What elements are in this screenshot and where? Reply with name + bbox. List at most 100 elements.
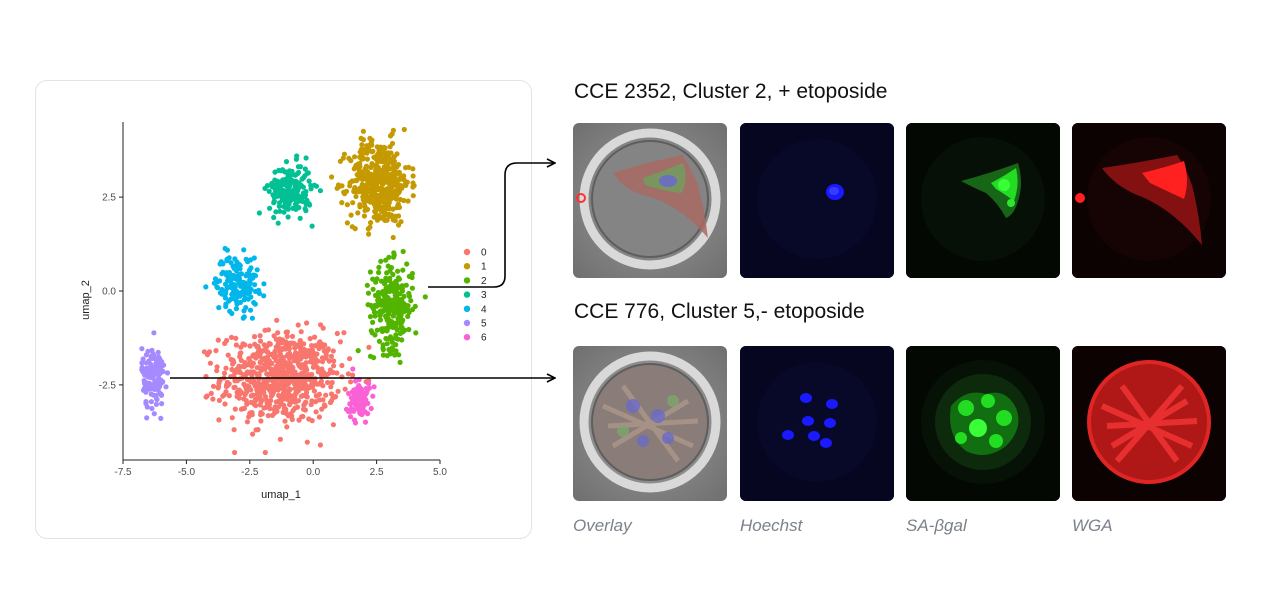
scatter-point-cluster-0 (239, 406, 245, 412)
scatter-point-cluster-0 (295, 372, 301, 378)
scatter-point-cluster-5 (145, 348, 151, 354)
scatter-point-cluster-1 (369, 180, 375, 186)
legend-key-3 (463, 291, 471, 298)
scatter-point-cluster-4 (252, 301, 258, 307)
scatter-point-cluster-6 (348, 395, 354, 401)
scatter-point-cluster-1 (371, 174, 377, 180)
scatter-point-cluster-3 (256, 210, 262, 216)
scatter-point-cluster-4 (234, 294, 240, 300)
scatter-point-cluster-1 (390, 206, 396, 212)
panel-title-bottom: CCE 776, Cluster 5,- etoposide (574, 300, 865, 323)
scatter-point-cluster-2 (372, 310, 378, 316)
scatter-point-cluster-3 (309, 223, 315, 229)
y-tick-label: -2.5 (99, 380, 117, 391)
scatter-point-cluster-0 (333, 394, 339, 400)
scatter-point-cluster-0 (257, 353, 263, 359)
scatter-point-cluster-1 (376, 145, 382, 151)
sa-bgal-image (906, 123, 1060, 278)
scatter-point-cluster-1 (385, 190, 391, 196)
scatter-point-cluster-0 (298, 393, 304, 399)
scatter-point-cluster-1 (377, 199, 383, 205)
scatter-point-cluster-5 (151, 353, 157, 359)
scatter-point-cluster-2 (384, 341, 390, 347)
channel-label-sa-bgal: SA-βgal (906, 516, 967, 535)
scatter-point-cluster-1 (391, 158, 397, 164)
scatter-point-cluster-0 (220, 393, 226, 399)
scatter-point-cluster-0 (268, 398, 274, 404)
scatter-point-cluster-0 (339, 374, 345, 380)
scatter-point-cluster-6 (357, 404, 363, 410)
x-tick-label: 5.0 (433, 467, 447, 478)
scatter-point-cluster-0 (329, 391, 335, 397)
scatter-point-cluster-5 (141, 378, 147, 384)
scatter-point-cluster-1 (369, 185, 375, 191)
y-tick-label: 2.5 (102, 193, 116, 204)
scatter-point-cluster-0 (252, 383, 258, 389)
scatter-point-cluster-2 (381, 292, 387, 298)
scatter-point-cluster-5 (151, 411, 157, 417)
scatter-point-cluster-0 (256, 385, 262, 391)
scatter-point-cluster-0 (315, 381, 322, 387)
scatter-point-cluster-6 (359, 389, 365, 395)
scatter-point-cluster-0 (271, 333, 277, 339)
scatter-point-cluster-4 (228, 283, 234, 289)
x-tick-label: -2.5 (241, 467, 259, 478)
scatter-point-cluster-1 (391, 194, 397, 201)
scatter-point-cluster-5 (142, 372, 148, 378)
scatter-point-cluster-6 (366, 381, 372, 387)
scatter-point-cluster-0 (287, 375, 293, 382)
scatter-point-cluster-1 (383, 211, 389, 217)
scatter-point-cluster-2 (383, 335, 389, 342)
scatter-point-cluster-1 (404, 179, 410, 185)
scatter-point-cluster-0 (243, 398, 249, 404)
scatter-point-cluster-0 (315, 369, 321, 375)
legend-label-6: 6 (481, 333, 487, 344)
scatter-point-cluster-1 (403, 165, 409, 171)
scatter-point-cluster-2 (405, 313, 411, 319)
scatter-point-cluster-6 (357, 410, 363, 416)
legend-label-4: 4 (481, 304, 487, 315)
scatter-point-cluster-0 (303, 399, 309, 405)
scatter-point-cluster-0 (248, 360, 254, 366)
scatter-point-cluster-2 (399, 285, 405, 291)
scatter-point-cluster-0 (281, 385, 287, 391)
scatter-point-cluster-0 (328, 398, 335, 404)
scatter-point-cluster-1 (357, 204, 363, 210)
scatter-point-cluster-0 (328, 353, 334, 359)
scatter-point-cluster-0 (302, 407, 308, 413)
scatter-point-cluster-0 (244, 389, 250, 395)
scatter-point-cluster-0 (264, 397, 270, 403)
scatter-point-cluster-4 (248, 294, 254, 300)
scatter-point-cluster-0 (285, 351, 291, 358)
scatter-point-cluster-1 (340, 155, 346, 161)
scatter-point-cluster-5 (140, 356, 146, 362)
scatter-point-cluster-1 (374, 217, 380, 223)
scatter-point-cluster-1 (361, 184, 367, 190)
scatter-point-cluster-2 (389, 339, 395, 345)
scatter-point-cluster-0 (348, 379, 354, 385)
scatter-point-cluster-0 (301, 346, 307, 353)
scatter-point-cluster-0 (323, 392, 329, 398)
scatter-point-cluster-1 (365, 174, 371, 180)
scatter-point-cluster-0 (262, 449, 268, 456)
scatter-point-cluster-1 (354, 164, 361, 170)
scatter-point-cluster-0 (250, 392, 256, 398)
scatter-point-cluster-0 (296, 361, 302, 368)
scatter-point-cluster-0 (295, 322, 301, 328)
scatter-point-cluster-3 (285, 174, 291, 180)
wga-image (1072, 346, 1226, 501)
scatter-point-cluster-5 (139, 360, 145, 366)
scatter-point-cluster-0 (236, 387, 242, 393)
scatter-point-cluster-0 (316, 414, 322, 420)
scatter-point-cluster-0 (325, 379, 331, 386)
scatter-point-cluster-0 (328, 384, 334, 390)
scatter-point-cluster-2 (370, 286, 376, 292)
scatter-point-cluster-2 (396, 352, 402, 358)
scatter-point-cluster-0 (334, 330, 340, 337)
scatter-point-cluster-2 (385, 263, 391, 269)
scatter-point-cluster-1 (410, 193, 416, 199)
scatter-point-cluster-3 (274, 193, 280, 199)
scatter-point-cluster-3 (285, 206, 291, 212)
scatter-point-cluster-2 (376, 269, 382, 276)
y-axis-label: umap_2 (80, 280, 92, 320)
